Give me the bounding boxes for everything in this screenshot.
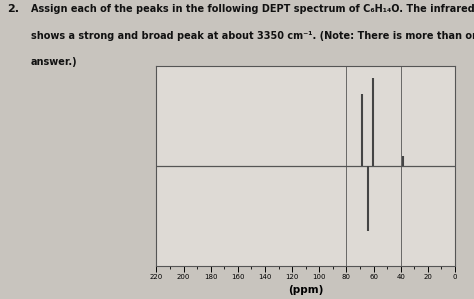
X-axis label: (ppm): (ppm) [288,285,323,295]
Text: Assign each of the peaks in the following DEPT spectrum of C₆H₁₄O. The infrared : Assign each of the peaks in the followin… [31,4,474,14]
Text: answer.): answer.) [31,57,77,67]
Text: 2.: 2. [7,4,19,14]
Text: shows a strong and broad peak at about 3350 cm⁻¹. (Note: There is more than one : shows a strong and broad peak at about 3… [31,31,474,41]
